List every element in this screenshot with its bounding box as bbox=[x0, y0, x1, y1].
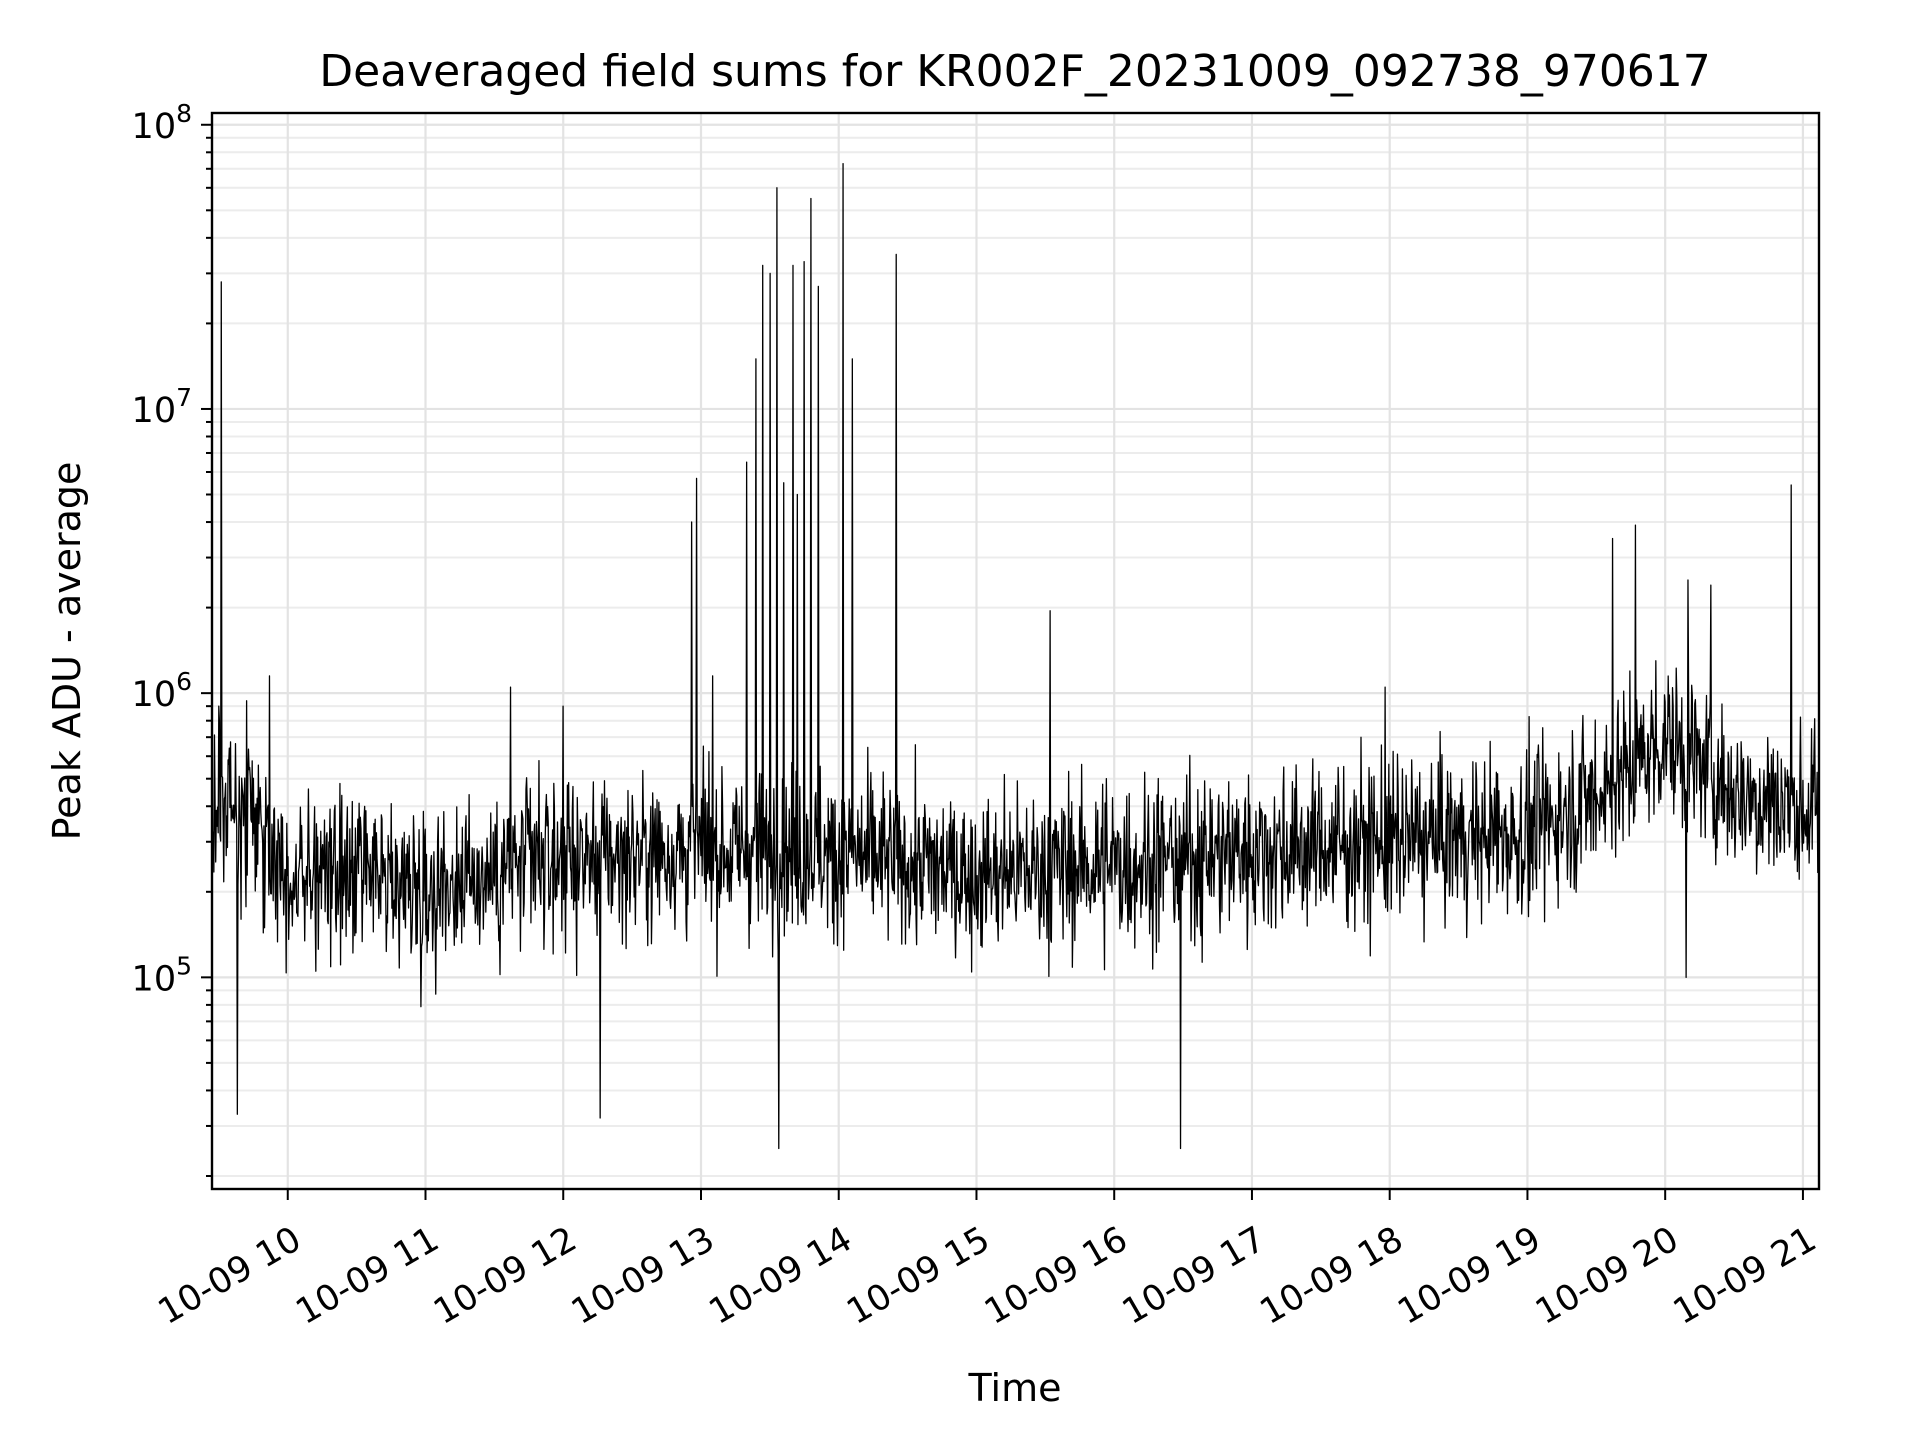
y-axis-label: Peak ADU - average bbox=[45, 462, 89, 841]
y-tick-label: 106 bbox=[132, 667, 192, 715]
y-tick-label: 107 bbox=[132, 383, 192, 431]
x-axis-label: Time bbox=[968, 1366, 1062, 1410]
plot-frame bbox=[210, 111, 1821, 1191]
data-series bbox=[211, 162, 1820, 1150]
y-tick-label: 105 bbox=[132, 951, 192, 999]
y-tick-label: 108 bbox=[132, 99, 192, 147]
chart-title: Deaveraged field sums for KR002F_2023100… bbox=[319, 46, 1711, 97]
series-line bbox=[211, 162, 1820, 1150]
y-axis: 105 106 107 108 bbox=[132, 99, 212, 1177]
